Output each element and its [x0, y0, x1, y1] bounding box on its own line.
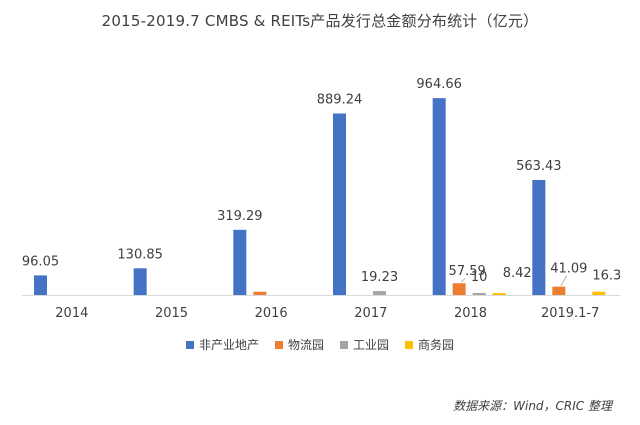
- legend-item: 非产业地产: [185, 336, 259, 353]
- data-label: 8.42: [503, 266, 532, 281]
- x-tick-label: 2016: [255, 306, 288, 321]
- legend-label: 非产业地产: [198, 338, 259, 352]
- chart-plot: 2014 2015 2016 2017 2018 2019.1-7 96.05 130.85 3…: [22, 77, 621, 321]
- data-label: 10: [471, 270, 488, 285]
- bar-商务园-2018: [492, 293, 506, 295]
- data-label: 889.24: [317, 93, 363, 108]
- data-label: 19.23: [361, 270, 398, 285]
- legend-label: 商务园: [418, 338, 455, 352]
- bar-非产业地产-2016: [233, 229, 247, 295]
- legend-swatch: [340, 340, 348, 349]
- bar-非产业地产-2014: [34, 275, 47, 295]
- x-tick-label: 2017: [354, 306, 387, 321]
- bar-物流园-2019.1-7: [552, 286, 566, 295]
- x-tick-label: 2014: [55, 306, 88, 321]
- bar-物流园-2018: [452, 283, 466, 295]
- bar-非产业地产-2017: [333, 113, 346, 295]
- bar-工业园-2018: [472, 292, 486, 295]
- bar-非产业地产-2019.1-7: [532, 180, 546, 295]
- legend-item: 工业园: [340, 336, 389, 353]
- legend: 非产业地产 物流园 工业园 商务园: [0, 336, 640, 353]
- x-tick-label: 2018: [454, 306, 487, 321]
- x-tick-label: 2019.1-7: [541, 306, 599, 321]
- legend-swatch: [185, 340, 194, 349]
- data-label: 41.09: [550, 262, 587, 277]
- data-label: 96.05: [22, 254, 59, 269]
- legend-item: 商务园: [405, 336, 454, 353]
- bar-工业园-2017: [373, 291, 386, 295]
- bar-物流园-2016: [253, 291, 267, 295]
- bar-非产业地产-2015: [133, 268, 147, 295]
- legend-label: 物流园: [287, 338, 324, 352]
- data-label: 130.85: [117, 247, 163, 262]
- legend-item: 物流园: [274, 336, 324, 353]
- chart-title: 2015-2019.7 CMBS & REITs产品发行总金额分布统计（亿元）: [101, 12, 539, 30]
- leader-line: [460, 277, 466, 283]
- data-label: 319.29: [217, 209, 263, 224]
- data-label: 563.43: [516, 159, 562, 174]
- data-label: 964.66: [416, 77, 462, 92]
- bar-商务园-2019.1-7: [592, 291, 606, 295]
- x-tick-label: 2015: [155, 306, 188, 321]
- source-note: 数据来源：Wind，CRIC 整理: [453, 399, 612, 413]
- legend-swatch: [405, 340, 414, 349]
- bar-非产业地产-2018: [432, 98, 446, 296]
- legend-swatch: [274, 340, 283, 349]
- data-label: 16.3: [592, 269, 621, 284]
- leader-line: [560, 275, 568, 286]
- legend-label: 工业园: [353, 338, 390, 352]
- data-label: 57.59: [449, 264, 486, 279]
